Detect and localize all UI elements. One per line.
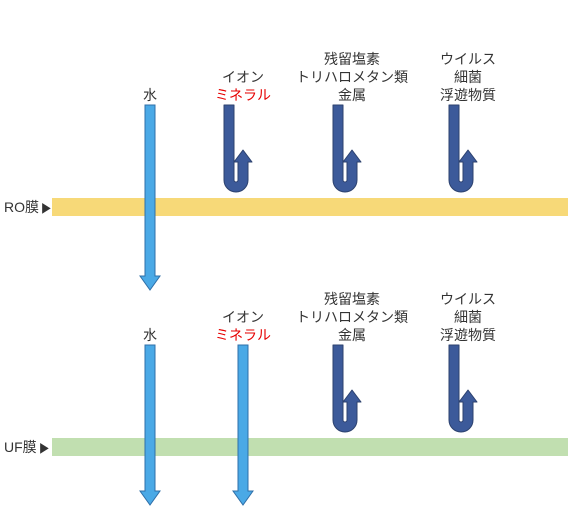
ro-col-virus-label-2: 浮遊物質 xyxy=(440,86,496,104)
uf-col-virus-label-0: ウイルス xyxy=(440,290,496,308)
uf-col-chlorine-label-1: トリハロメタン類 xyxy=(296,308,408,326)
uf-membrane-label-text: UF膜 xyxy=(4,439,37,455)
uf-water-pass-arrow xyxy=(140,345,160,505)
uf-col-ion-label-0: イオン xyxy=(222,308,264,326)
filtration-diagram: RO膜▶水イオンミネラル残留塩素トリハロメタン類金属ウイルス細菌浮遊物質UF膜▶… xyxy=(0,0,568,508)
ro-col-virus-label-1: 細菌 xyxy=(454,68,482,86)
ro-virus-block-arrow xyxy=(445,105,505,196)
uf-membrane-label: UF膜▶ xyxy=(4,437,49,457)
ro-col-chlorine-label-1: トリハロメタン類 xyxy=(296,68,408,86)
uf-membrane-bar xyxy=(52,438,568,456)
ro-membrane-label: RO膜▶ xyxy=(4,197,52,217)
ro-water-pass-arrow xyxy=(140,105,160,290)
ro-membrane-bar xyxy=(52,198,568,216)
ro-membrane-label-text: RO膜 xyxy=(4,199,39,215)
ro-col-water-label-0: 水 xyxy=(143,86,157,104)
uf-col-ion-label-1: ミネラル xyxy=(215,326,271,344)
ro-col-ion-label-1: ミネラル xyxy=(215,86,271,104)
uf-col-virus-label-2: 浮遊物質 xyxy=(440,326,496,344)
ro-ion-block-arrow xyxy=(220,105,280,196)
uf-chlorine-block-arrow xyxy=(329,345,389,436)
triangle-icon: ▶ xyxy=(42,199,51,216)
uf-col-chlorine-label-2: 金属 xyxy=(338,326,366,344)
uf-col-virus-label-1: 細菌 xyxy=(454,308,482,326)
ro-col-chlorine-label-2: 金属 xyxy=(338,86,366,104)
uf-col-water-label-0: 水 xyxy=(143,326,157,344)
uf-ion-pass-arrow xyxy=(233,345,253,505)
ro-chlorine-block-arrow xyxy=(329,105,389,196)
ro-col-chlorine-label-0: 残留塩素 xyxy=(324,50,380,68)
uf-col-chlorine-label-0: 残留塩素 xyxy=(324,290,380,308)
ro-col-ion-label-0: イオン xyxy=(222,68,264,86)
triangle-icon: ▶ xyxy=(40,439,49,456)
ro-col-virus-label-0: ウイルス xyxy=(440,50,496,68)
uf-virus-block-arrow xyxy=(445,345,505,436)
